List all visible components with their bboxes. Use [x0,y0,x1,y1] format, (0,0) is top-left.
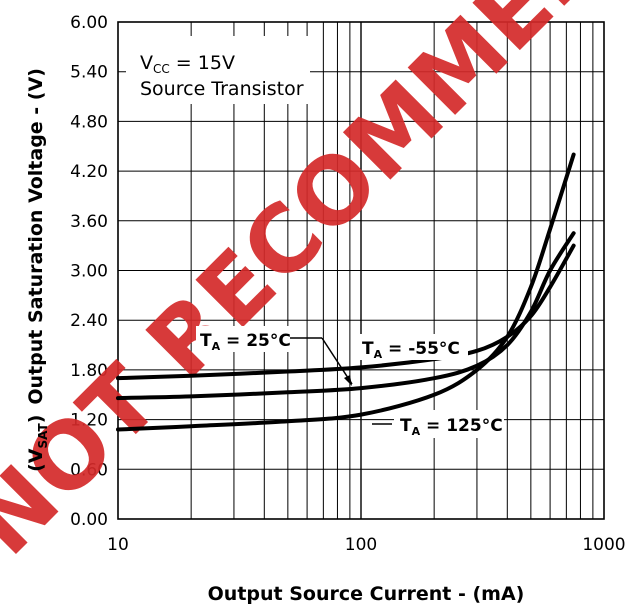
y-tick-label: 1.80 [70,361,108,381]
annotation-box [126,36,310,104]
series-line-25c [116,231,576,401]
x-tick-label: 10 [107,535,129,555]
leader-25c-arrow [321,337,353,385]
svg-text:TA = 25°C: TA = 25°C [200,331,291,353]
curve-label-25c-bg [196,326,290,352]
x-tick-label: 1000 [582,535,625,555]
x-tick-label: 100 [345,535,377,555]
y-tick-label: 5.40 [70,63,108,83]
y-tick-label: 0.00 [70,510,108,530]
svg-text:TA = -55°C: TA = -55°C [362,339,460,361]
x-tick-labels: 10 100 1000 [107,535,625,555]
plot-frame [117,21,605,520]
y-tick-label: 2.40 [70,311,108,331]
y-tick-label: 1.20 [70,411,108,431]
curve-label-minus55c: TA = -55°C [358,334,468,361]
y-tick-label: 4.20 [70,162,108,182]
y-tick-label: 3.60 [70,212,108,232]
x-axis-title: Output Source Current - (mA) [208,583,525,605]
curve-label-125c-bg [394,410,504,438]
y-tick-label: 3.00 [70,262,108,282]
y-tick-labels: 0.00 0.60 1.20 1.80 2.40 3.00 3.60 4.20 4.80 5.40… [70,13,108,530]
arrowhead-25c [344,375,352,386]
curve-label-125c: TA = 125°C [372,410,504,438]
y-tick-label: 4.80 [70,112,108,132]
svg-text:TA = 125°C: TA = 125°C [400,416,503,438]
series-line-125c [116,152,576,432]
curve-label-minus55c-bg [358,334,468,360]
y-axis-title: (VSAT)Output Saturation Voltage - (V) [25,68,50,472]
y-tick-label: 0.60 [70,460,108,480]
y-tick-label: 6.00 [70,13,108,33]
vcc-annotation: VCC = 15V [140,52,235,76]
curve-label-25c: TA = 25°C [196,326,353,386]
source-transistor-annotation: Source Transistor [140,78,304,100]
